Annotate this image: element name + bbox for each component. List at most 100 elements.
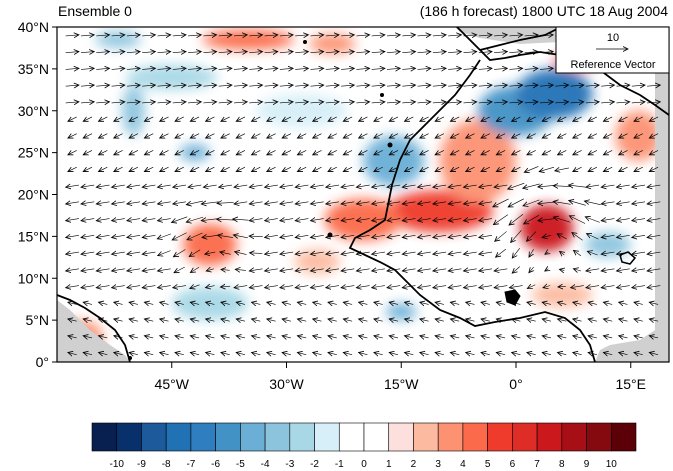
wind-vector <box>295 102 308 103</box>
wind-vector <box>634 319 643 321</box>
wind-vector <box>619 302 628 304</box>
colorbar-swatch <box>314 422 340 452</box>
wind-vector <box>558 353 567 355</box>
wind-vector <box>418 219 431 221</box>
colorbar-label: 10 <box>606 459 618 470</box>
wind-vector <box>512 302 521 304</box>
wind-vector <box>341 102 354 103</box>
wind-vector <box>217 202 234 203</box>
wind-vector <box>175 117 184 121</box>
colorbar-label: -3 <box>285 459 294 470</box>
wind-vector <box>236 150 246 154</box>
wind-vector <box>356 219 370 221</box>
wind-vector <box>310 102 324 103</box>
wind-vector <box>172 232 187 240</box>
wind-vector <box>173 185 187 187</box>
wind-vector <box>494 85 507 86</box>
wind-vector <box>172 68 186 69</box>
wind-vector <box>80 35 94 36</box>
wind-vector <box>493 214 509 225</box>
wind-vector <box>545 252 548 254</box>
anomaly-blob <box>363 135 425 187</box>
wind-vector <box>112 269 125 271</box>
wind-vector <box>129 167 139 171</box>
wind-vector <box>203 102 216 103</box>
wind-vector <box>512 353 521 355</box>
wind-vector <box>81 185 95 187</box>
wind-vector <box>343 117 353 121</box>
wind-vector <box>264 102 278 103</box>
wind-vector <box>481 117 490 121</box>
wind-vector <box>466 336 475 338</box>
wind-vector <box>96 185 110 187</box>
wind-vector <box>479 235 493 237</box>
wind-vector <box>539 52 553 53</box>
wind-vector <box>435 150 445 154</box>
wind-vector <box>157 52 171 53</box>
anomaly-blob <box>385 303 417 321</box>
wind-vector <box>405 134 414 138</box>
wind-vector <box>601 252 615 254</box>
wind-vector <box>450 134 460 138</box>
wind-vector <box>282 353 291 355</box>
wind-vector <box>617 252 630 254</box>
wind-vector <box>573 134 582 138</box>
wind-vector <box>359 134 368 138</box>
wind-vector <box>448 219 462 221</box>
wind-vector <box>157 102 171 103</box>
wind-vector <box>295 185 309 187</box>
wind-vector <box>83 167 93 171</box>
wind-vector <box>96 68 109 69</box>
wind-vector <box>450 336 460 338</box>
wind-vector <box>250 253 263 254</box>
wind-vector <box>435 336 444 338</box>
wind-vector <box>221 269 230 270</box>
wind-vector <box>279 85 293 86</box>
wind-vector <box>542 117 552 121</box>
wind-vector <box>527 319 536 321</box>
wind-vector <box>402 68 415 69</box>
wind-vector <box>249 236 263 237</box>
x-tick-label: 15°W <box>384 376 419 392</box>
wind-vector <box>634 117 643 121</box>
wind-vector <box>326 235 340 237</box>
island-canary <box>387 142 393 148</box>
wind-vector <box>634 167 643 171</box>
colorbar-label: 4 <box>460 459 466 470</box>
wind-vector <box>265 252 278 254</box>
wind-vector <box>387 219 401 221</box>
wind-vector <box>172 85 186 86</box>
wind-vector <box>634 302 643 304</box>
wind-vector <box>80 52 94 53</box>
wind-vector <box>252 336 261 338</box>
wind-vector <box>158 185 171 187</box>
wind-vector <box>478 102 492 103</box>
wind-vector <box>99 150 108 154</box>
wind-vector <box>217 219 235 220</box>
wind-vector <box>647 185 661 187</box>
wind-vector <box>494 269 508 271</box>
wind-vector <box>249 269 263 271</box>
wind-vector <box>279 52 293 53</box>
wind-vector <box>386 35 400 36</box>
wind-vector <box>601 269 615 271</box>
wind-vector <box>127 269 141 271</box>
wind-vector <box>221 336 230 338</box>
wind-vector <box>279 35 293 36</box>
y-tick-label: 15°N <box>18 228 49 244</box>
wind-vector <box>203 185 217 187</box>
wind-vector <box>249 35 262 36</box>
wind-vector <box>188 185 202 187</box>
wind-vector <box>603 302 613 304</box>
wind-vector <box>280 286 294 288</box>
wind-vector <box>252 302 261 304</box>
wind-vector <box>632 235 646 237</box>
wind-vector <box>295 35 308 36</box>
wind-vector <box>405 150 414 154</box>
wind-vector <box>372 252 385 254</box>
wind-vector <box>405 117 414 121</box>
wind-vector <box>586 286 600 288</box>
wind-vector <box>221 353 230 355</box>
wind-vector <box>558 150 567 154</box>
wind-vector <box>573 167 582 171</box>
